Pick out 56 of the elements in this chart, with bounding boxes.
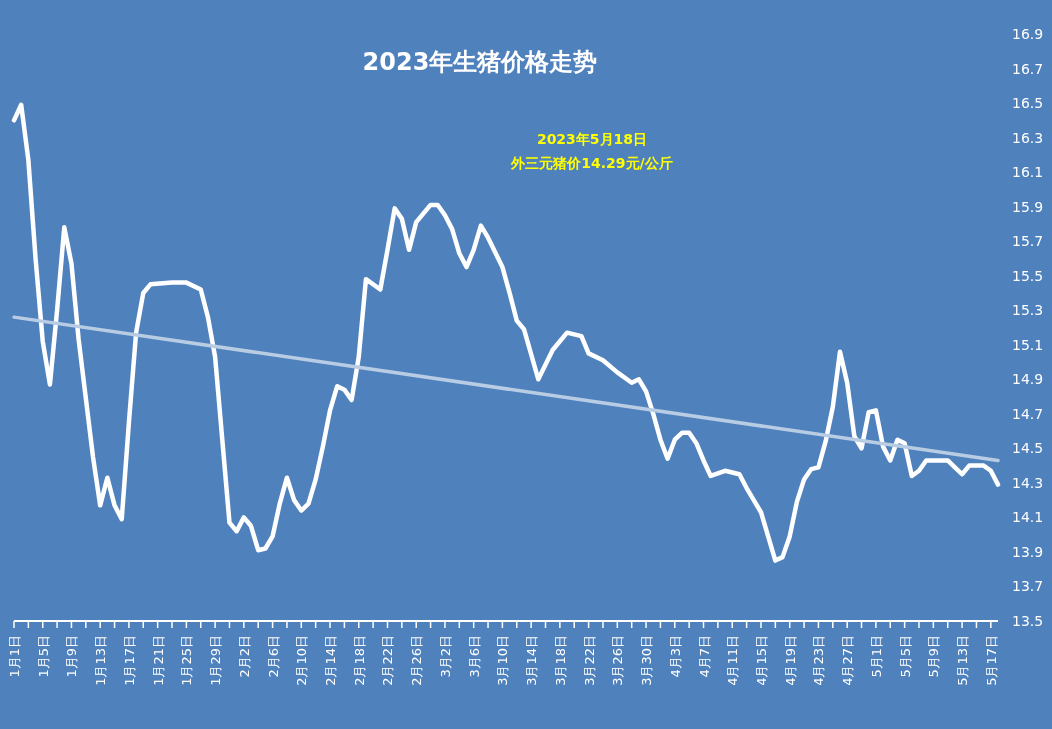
x-tick-label: 3月18日 — [552, 635, 568, 686]
x-tick-label: 1月13日 — [93, 635, 109, 686]
y-tick-label: 15.5 — [1012, 267, 1044, 284]
x-tick-label: 1月29日 — [208, 635, 224, 686]
text: 2023年生猪价格走势 — [362, 48, 598, 76]
annotation: 外三元猪价14.29元/公斤 — [510, 155, 673, 171]
x-tick-label: 3月26日 — [610, 635, 626, 686]
y-tick-label: 16.3 — [1012, 129, 1044, 146]
x-tick-label: 3月6日 — [466, 635, 482, 678]
y-tick-label: 16.7 — [1012, 60, 1044, 77]
y-tick-label: 14.5 — [1012, 440, 1044, 457]
x-tick-label: 2月10日 — [294, 635, 310, 686]
y-tick-label: 16.5 — [1012, 95, 1044, 112]
y-tick-label: 16.9 — [1012, 26, 1044, 42]
x-tick-label: 1月25日 — [179, 635, 195, 686]
x-tick-label: 3月10日 — [495, 635, 511, 686]
x-tick-label: 2月14日 — [323, 635, 339, 686]
x-tick-label: 3月30日 — [639, 635, 655, 686]
x-tick-label: 3月2日 — [437, 635, 453, 678]
y-tick-label: 15.3 — [1012, 302, 1044, 319]
x-tick-label: 1月9日 — [64, 635, 80, 678]
x-tick-label: 4月15日 — [753, 635, 769, 686]
y-tick-label: 13.5 — [1012, 613, 1044, 629]
x-tick-label: 2月2日 — [236, 635, 252, 678]
y-tick-label: 14.7 — [1012, 405, 1044, 422]
x-tick-label: 1月1日 — [7, 635, 22, 678]
x-tick-label: 5月1日 — [868, 635, 884, 678]
x-tick-label: 3月14日 — [524, 635, 540, 686]
x-tick-label: 4月27日 — [840, 635, 856, 686]
x-tick-label: 5月17日 — [983, 635, 999, 686]
y-tick-label: 15.9 — [1012, 198, 1044, 215]
y-tick-label: 14.3 — [1012, 474, 1044, 491]
x-tick-label: 1月5日 — [35, 635, 51, 678]
x-tick-label: 4月19日 — [782, 635, 798, 686]
x-tick-label: 5月9日 — [926, 635, 942, 678]
x-tick-label: 5月5日 — [897, 635, 913, 678]
y-tick-label: 14.1 — [1012, 509, 1044, 526]
y-tick-label: 15.1 — [1012, 336, 1044, 353]
x-tick-label: 2月22日 — [380, 635, 396, 686]
x-tick-label: 2月6日 — [265, 635, 281, 678]
x-tick-label: 1月17日 — [121, 635, 137, 686]
annotation: 2023年5月18日 — [536, 131, 648, 147]
x-tick-label: 1月21日 — [150, 635, 166, 686]
x-tick-label: 3月22日 — [581, 635, 597, 686]
x-tick-label: 2月26日 — [409, 635, 425, 686]
x-tick-label: 5月13日 — [955, 635, 971, 686]
y-tick-label: 13.9 — [1012, 543, 1044, 560]
y-tick-label: 15.7 — [1012, 233, 1044, 250]
y-tick-label: 16.1 — [1012, 164, 1044, 181]
x-tick-label: 4月23日 — [811, 635, 827, 686]
x-tick-label: 4月7日 — [696, 635, 712, 678]
x-tick-label: 4月11日 — [725, 635, 741, 686]
y-tick-label: 13.7 — [1012, 578, 1044, 595]
x-tick-label: 2月18日 — [351, 635, 367, 686]
x-tick-label: 4月3日 — [667, 635, 683, 678]
y-tick-label: 14.9 — [1012, 371, 1044, 388]
